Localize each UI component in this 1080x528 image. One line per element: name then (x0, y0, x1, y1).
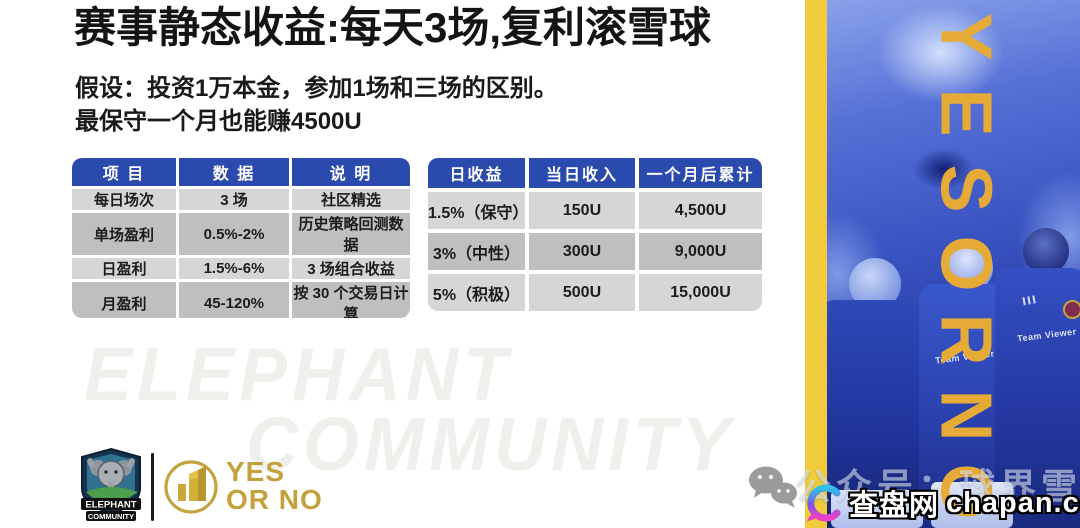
elephant-badge-line2: COMMUNITY (88, 512, 134, 521)
elephant-badge-line1: ELEPHANT (85, 500, 136, 511)
brand-line2: OR NO (226, 484, 323, 515)
table-cell: 4,500U (639, 192, 762, 229)
page-title: 赛事静态收益:每天3场,复利滚雪球 (74, 4, 712, 51)
table-cell: 300U (529, 233, 635, 270)
player-head (1023, 228, 1069, 274)
table-cell: 9,000U (639, 233, 762, 270)
player-shorts (831, 490, 923, 528)
watermark-community: COMMUNITY (246, 403, 735, 487)
club-badge-icon (1063, 300, 1080, 319)
table-cell: 500U (529, 274, 635, 311)
vertical-letter: R (925, 313, 1006, 366)
table-cell: 1.5%（保守） (428, 192, 528, 229)
yes-or-no-wordmark: YES OR NO (226, 458, 323, 514)
table-cell: 3%（中性） (428, 233, 525, 270)
table-cell: 日盈利 (72, 258, 176, 279)
player-shorts (931, 482, 1013, 528)
table-cell: 150U (529, 192, 635, 229)
players-photo: Team Viewer Team Viewer Y E S O R N O (827, 0, 1080, 528)
table-cell: 1.5%-6% (179, 258, 289, 279)
wechat-account-text: 公众号：球界雪哥 (795, 466, 1080, 507)
table-cell: 单场盈利 (72, 213, 176, 255)
table-cell: 每日场次 (72, 189, 176, 210)
chapan-logo-icon (807, 484, 841, 522)
vertical-letter: N (925, 389, 1006, 442)
elephant-community-logo-icon: ELEPHANT COMMUNITY (81, 447, 141, 521)
subtitle-line1: 假设：投资1万本金，参加1场和三场的区别。 (75, 75, 558, 102)
table-cell: 5%（积极） (428, 274, 525, 311)
table-cell: 按 30 个交易日计算 (292, 282, 410, 318)
vertical-yes-or-no-text: Y E S O R N O (913, 0, 1017, 528)
table-cell: 0.5%-2% (179, 213, 289, 255)
wechat-icon (749, 466, 797, 508)
metrics-table: 项 目 数 据 说 明 每日场次 3 场 社区精选 单场盈利 0.5%-2% 历… (72, 158, 410, 318)
metrics-header-item: 项 目 (72, 158, 176, 186)
metrics-header-note: 说 明 (292, 158, 410, 186)
footer-divider (151, 453, 154, 521)
metrics-header-data: 数 据 (179, 158, 289, 186)
site-url: chapan.cc (946, 486, 1080, 519)
table-cell: 45-120% (179, 282, 289, 318)
returns-header-daily-rate: 日收益 (428, 158, 525, 188)
table-cell: 社区精选 (292, 189, 410, 210)
returns-table: 日收益 当日收入 一个月后累计 1.5%（保守） 150U 4,500U 3%（… (428, 158, 762, 311)
site-name-cn: 查盘网 (849, 490, 940, 522)
watermark-elephant: ELEPHANT (84, 333, 513, 417)
vertical-letter: Y (925, 12, 1006, 61)
table-cell: 3 场 (179, 189, 289, 210)
vertical-letter: O (925, 235, 1006, 292)
vertical-letter: E (925, 88, 1006, 137)
table-cell: 3 场组合收益 (292, 258, 410, 279)
table-cell: 月盈利 (72, 282, 176, 318)
right-panel: Team Viewer Team Viewer Y E S O R N O (805, 0, 1080, 528)
yes-or-no-coin-icon (164, 460, 218, 514)
returns-header-daily-income: 当日收入 (529, 158, 635, 188)
returns-header-monthly: 一个月后累计 (639, 158, 762, 188)
table-cell: 15,000U (639, 274, 762, 311)
vertical-letter: S (925, 164, 1006, 213)
table-cell: 历史策略回测数据 (292, 213, 410, 255)
brand-line1: YES (226, 456, 286, 487)
subtitle-line2: 最保守一个月也能赚4500U (75, 108, 362, 135)
site-watermark: 查盘网 chapan.cc (806, 482, 1080, 524)
